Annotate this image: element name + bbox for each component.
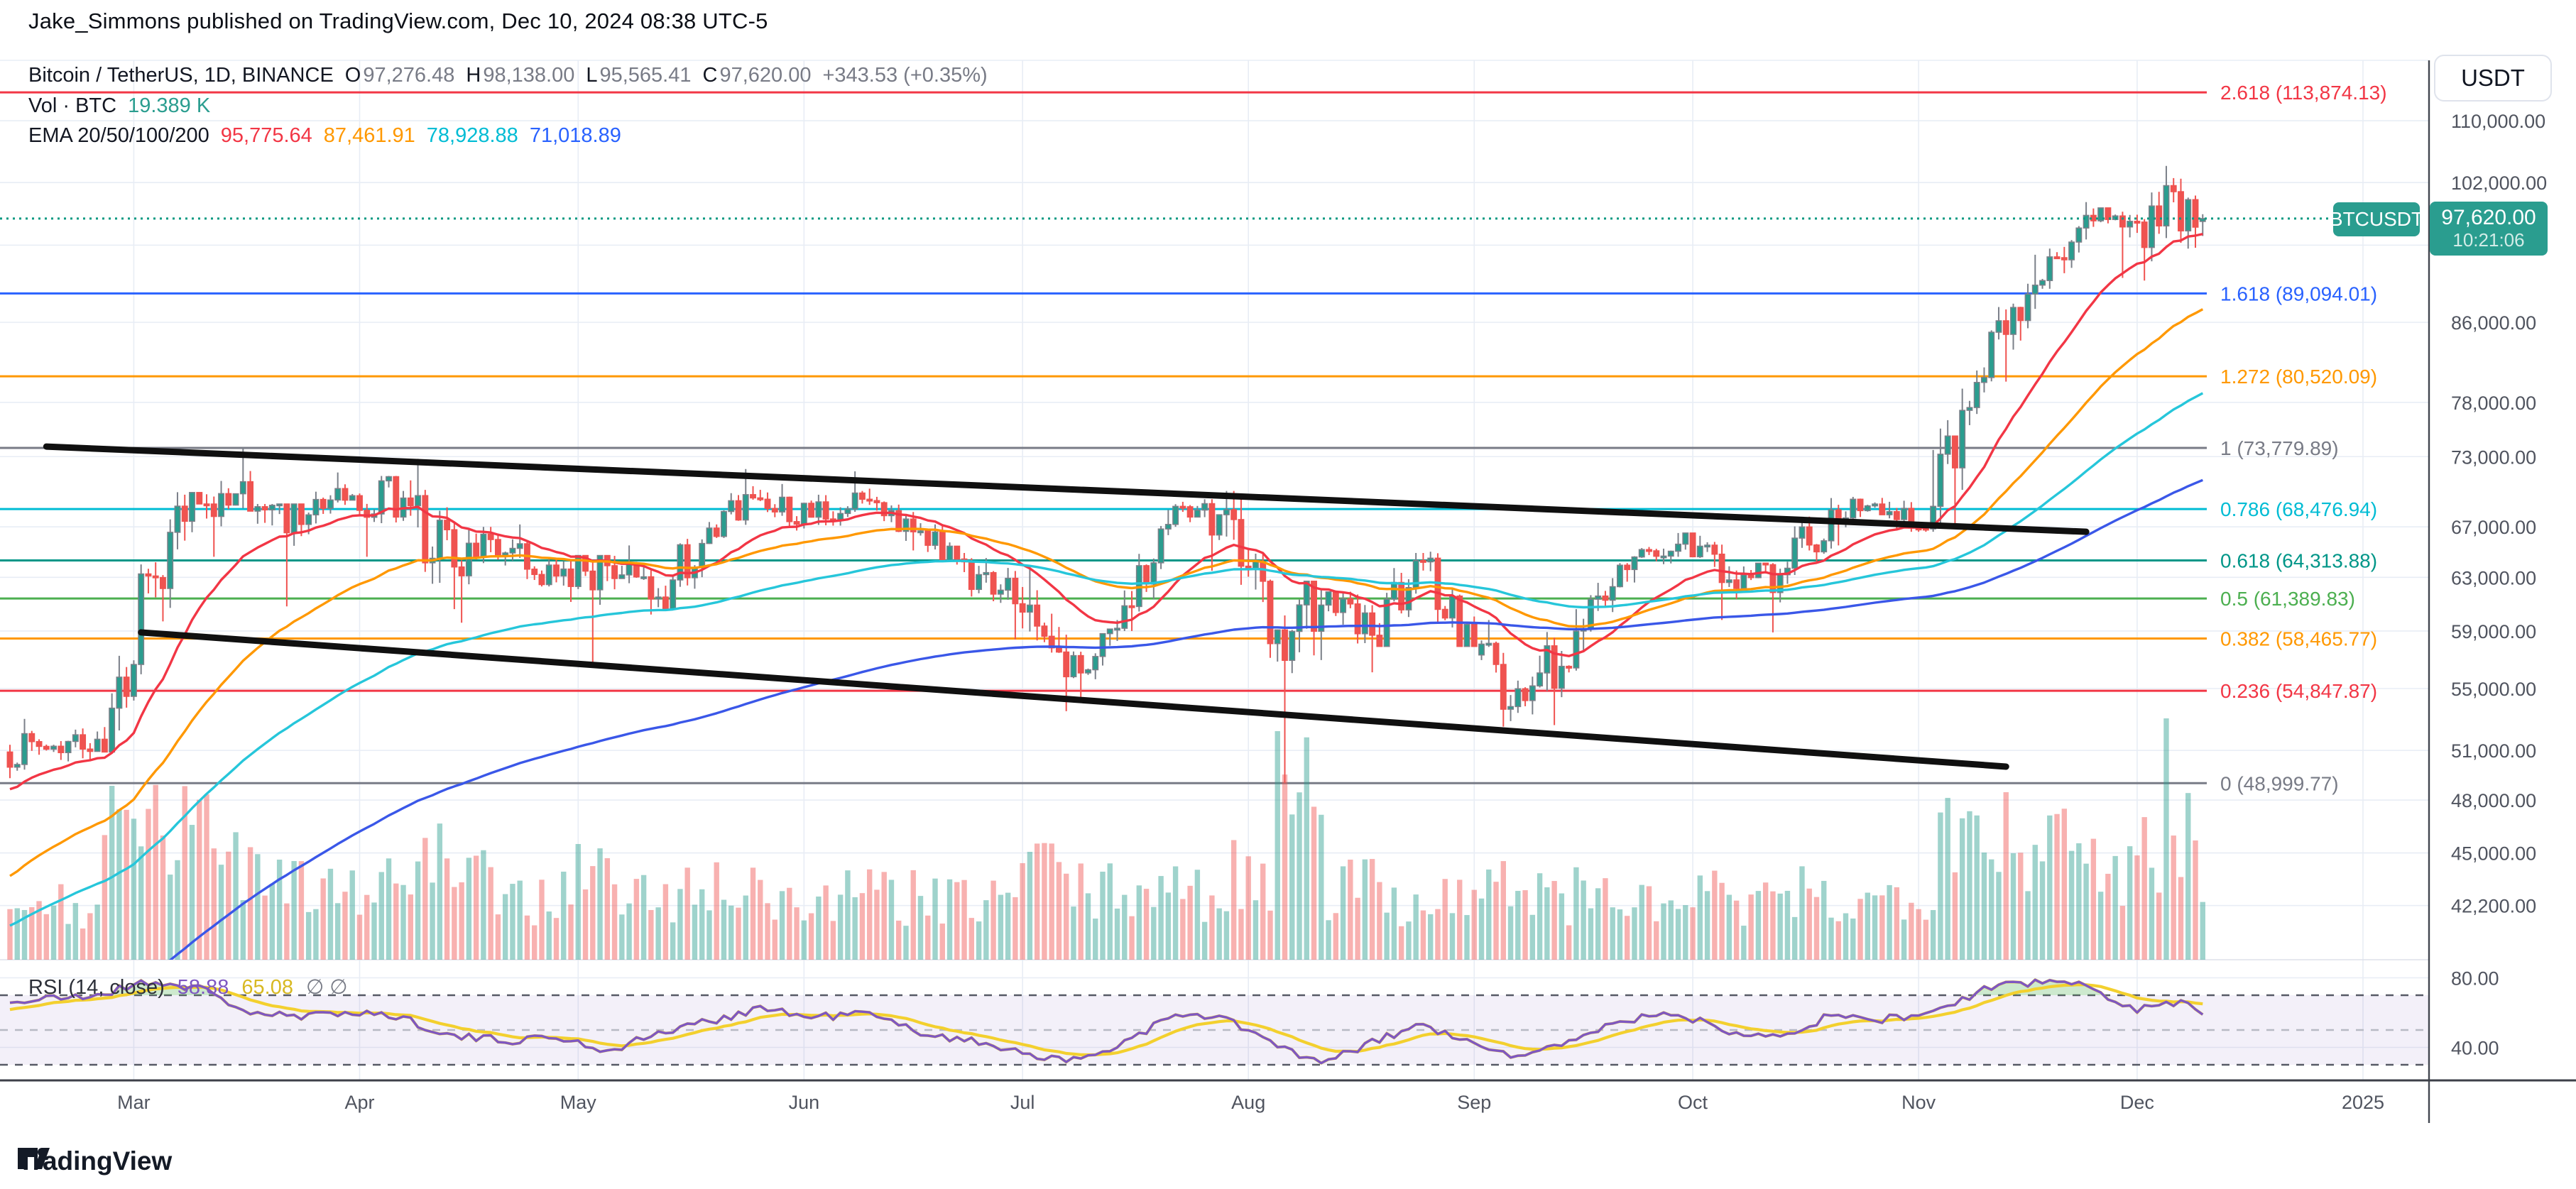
bar-countdown: 10:21:06	[2452, 229, 2525, 251]
fib-label-0: 0 (48,999.77)	[2220, 772, 2339, 794]
month-label-Nov: Nov	[1901, 1092, 1936, 1113]
fib-label-2.618: 2.618 (113,874.13)	[2220, 82, 2387, 104]
ohlc-low: L 95,565.41	[586, 64, 692, 87]
fib-label-0.236: 0.236 (54,847.87)	[2220, 680, 2377, 702]
price-axis-label: 59,000.00	[2451, 621, 2536, 642]
fib-label-1.272: 1.272 (80,520.09)	[2220, 366, 2377, 388]
price-axis-label: 63,000.00	[2451, 567, 2536, 588]
month-label-Aug: Aug	[1231, 1092, 1265, 1113]
ema-lines	[9, 232, 2204, 960]
ohlc-high: H 98,138.00	[466, 64, 575, 87]
fib-label-0.786: 0.786 (68,476.94)	[2220, 498, 2377, 520]
price-axis-label: 73,000.00	[2451, 446, 2536, 468]
ohlc-close: C 97,620.00	[702, 64, 812, 87]
volume-value: 19.389 K	[128, 94, 211, 117]
lower-channel[interactable]	[138, 629, 2009, 770]
price-axis[interactable]: 110,000.00 102,000.00 86,000.00 78,000.00 73…	[2428, 60, 2547, 1123]
month-label-Mar: Mar	[117, 1092, 151, 1113]
rsi-ma-line	[9, 982, 2203, 1057]
symbol-title[interactable]: Bitcoin / TetherUS, 1D, BINANCE	[28, 64, 334, 87]
ema-label[interactable]: EMA 20/50/100/200	[28, 124, 209, 147]
change-value: +343.53 (+0.35%)	[822, 64, 988, 87]
published-byline: Jake_Simmons published on TradingView.co…	[28, 9, 768, 33]
tradingview-logo[interactable]: TradingView	[18, 1146, 172, 1176]
price-axis-label: 86,000.00	[2451, 312, 2536, 334]
rsi-empty-slots: ∅ ∅	[305, 976, 348, 999]
price-axis-label: 42,200.00	[2451, 896, 2536, 917]
price-axis-label: 48,000.00	[2451, 790, 2536, 811]
upper-channel[interactable]	[43, 443, 2090, 535]
symbol-price-badge: BTCUSDT	[2330, 202, 2423, 236]
month-label-2025: 2025	[2342, 1092, 2384, 1113]
month-label-Oct: Oct	[1678, 1092, 1708, 1113]
ema200-value: 71,018.89	[529, 124, 621, 147]
grid-layer	[0, 60, 2428, 1080]
ema20-value: 95,775.64	[220, 124, 312, 147]
fib-label-0.5: 0.5 (61,389.83)	[2220, 588, 2355, 610]
month-label-Dec: Dec	[2120, 1092, 2154, 1113]
rsi-line	[9, 978, 2204, 1065]
rsi-axis-label: 80.00	[2451, 968, 2499, 990]
price-axis-label: 102,000.00	[2451, 172, 2547, 194]
rsi-value: 58.88	[177, 976, 229, 999]
tradingview-logo-icon	[18, 1148, 50, 1169]
month-label-Apr: Apr	[344, 1092, 374, 1113]
last-price: 97,620.00	[2441, 205, 2536, 229]
month-label-Jul: Jul	[1010, 1092, 1035, 1113]
volume-label[interactable]: Vol · BTC	[28, 94, 117, 117]
price-axis-label: 55,000.00	[2451, 679, 2536, 700]
price-axis-label: 45,000.00	[2451, 843, 2536, 865]
rsi-legend-row: RSI (14, close) 58.88 65.08 ∅ ∅	[28, 975, 348, 999]
fib-retracement-tool[interactable]: 2.618 (113,874.13) 1.618 (89,094.01) 1.272…	[0, 82, 2387, 794]
rsi-label[interactable]: RSI (14, close)	[28, 976, 165, 999]
price-axis-label: 67,000.00	[2451, 517, 2536, 538]
fib-label-0.382: 0.382 (58,465.77)	[2220, 628, 2377, 650]
ema100-value: 78,928.88	[426, 124, 518, 147]
volume-bars	[7, 718, 2205, 960]
price-axis-label: 110,000.00	[2451, 111, 2545, 132]
ohlc-open: O 97,276.48	[344, 64, 455, 87]
fib-label-1.618: 1.618 (89,094.01)	[2220, 283, 2377, 305]
fib-label-1: 1 (73,779.89)	[2220, 437, 2339, 459]
fib-label-0.618: 0.618 (64,313.88)	[2220, 549, 2377, 571]
rsi-pane	[0, 977, 2428, 1066]
legend-main-row: Bitcoin / TetherUS, 1D, BINANCE O 97,276.…	[28, 64, 988, 87]
currency-toggle-button[interactable]: USDT	[2434, 55, 2552, 102]
price-axis-label: 51,000.00	[2451, 740, 2536, 762]
ema50-value: 87,461.91	[323, 124, 415, 147]
price-axis-label: 78,000.00	[2451, 393, 2536, 414]
trendlines[interactable]	[43, 443, 2090, 770]
time-axis[interactable]: Mar Apr May Jun Jul Aug Sep Oct Nov Dec 2025	[0, 1079, 2576, 1113]
last-price-axis-box: 97,620.00 10:21:06	[2430, 202, 2548, 256]
legend-volume-row: Vol · BTC 19.389 K	[28, 94, 210, 118]
legend-ema-row: EMA 20/50/100/200 95,775.64 87,461.91 78…	[28, 124, 621, 148]
month-label-Sep: Sep	[1457, 1092, 1491, 1113]
month-label-Jun: Jun	[789, 1092, 820, 1113]
rsi-axis-label: 40.00	[2451, 1038, 2499, 1059]
rsi-ma-value: 65.08	[241, 976, 293, 999]
month-label-May: May	[560, 1092, 597, 1113]
